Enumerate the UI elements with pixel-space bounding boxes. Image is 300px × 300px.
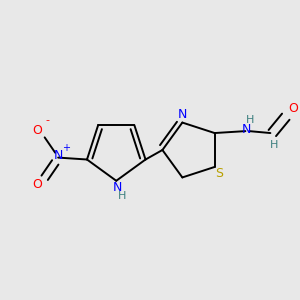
Text: N: N <box>112 181 122 194</box>
Text: N: N <box>178 108 187 122</box>
Text: N: N <box>242 123 251 136</box>
Text: H: H <box>118 191 126 201</box>
Text: H: H <box>246 115 254 124</box>
Text: O: O <box>32 124 42 137</box>
Text: S: S <box>215 167 223 180</box>
Text: O: O <box>32 178 42 191</box>
Text: -: - <box>46 115 50 125</box>
Text: H: H <box>270 140 278 150</box>
Text: N: N <box>53 149 63 162</box>
Text: O: O <box>289 101 298 115</box>
Text: +: + <box>62 143 70 153</box>
